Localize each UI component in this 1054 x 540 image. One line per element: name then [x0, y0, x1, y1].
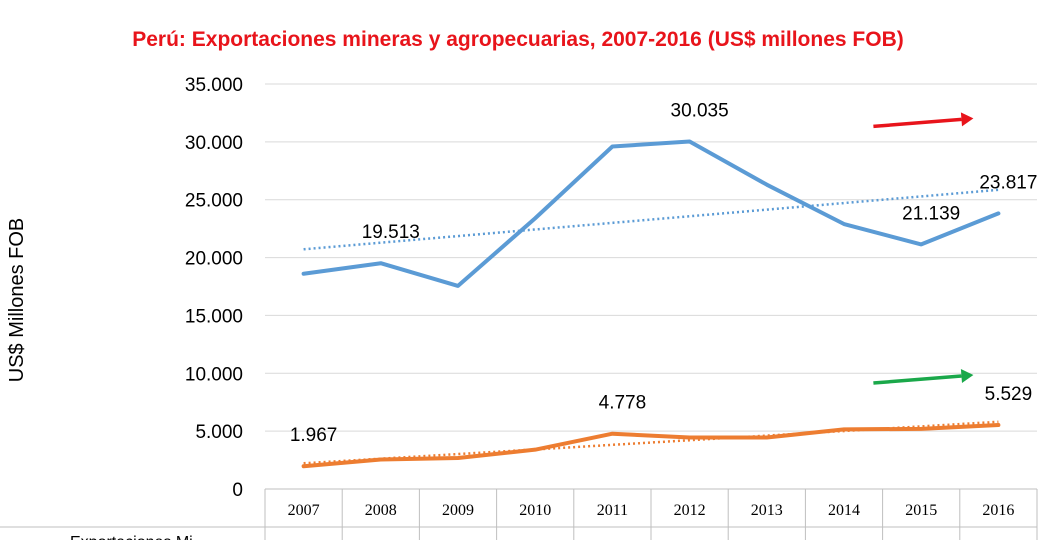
series-lines	[301, 139, 1001, 469]
data-label: 30.035	[671, 100, 729, 121]
data-point	[688, 139, 692, 143]
data-table: 2007 2008 2009 2010 2011 2012 2013 2014 2015 2016…	[0, 488, 1038, 540]
data-point	[456, 284, 460, 288]
x-tick-label: 2008	[365, 502, 397, 519]
y-tick-label: 30.000	[185, 133, 243, 154]
data-point	[379, 457, 383, 461]
table-row-label: Exportaciones Mi	[70, 534, 193, 540]
trend-arrow-shaft	[873, 117, 962, 129]
data-point	[610, 432, 614, 436]
y-tick-label: 25.000	[185, 191, 243, 212]
x-tick-label: 2012	[674, 502, 706, 519]
trend-arrow-head	[960, 369, 974, 383]
data-label: 5.529	[985, 384, 1033, 405]
data-label: 1.967	[290, 425, 338, 446]
data-point	[842, 222, 846, 226]
data-point	[765, 183, 769, 187]
x-tick-label: 2013	[751, 502, 783, 519]
data-label: 4.778	[599, 393, 647, 414]
data-point	[456, 456, 460, 460]
gridlines	[265, 83, 1037, 432]
data-point	[688, 436, 692, 440]
trend-arrow-head	[960, 112, 974, 127]
data-point	[765, 436, 769, 440]
data-label: 21.139	[902, 203, 960, 224]
trendline-0	[303, 188, 999, 251]
y-tick-label: 35.000	[185, 75, 243, 96]
data-point	[919, 242, 923, 246]
data-point	[996, 211, 1000, 215]
data-point	[302, 464, 306, 468]
x-tick-label: 2007	[288, 502, 320, 519]
trend-arrow-shaft	[873, 374, 962, 385]
series-line-0	[301, 139, 1001, 288]
x-tick-label: 2009	[442, 502, 474, 519]
y-tick-label: 5.000	[195, 422, 243, 443]
y-tick-label: 15.000	[185, 306, 243, 327]
x-tick-label: 2010	[519, 502, 551, 519]
data-point	[533, 448, 537, 452]
data-point	[842, 427, 846, 431]
data-point	[919, 427, 923, 431]
x-tick-label: 2014	[828, 502, 860, 519]
x-tick-label: 2011	[597, 502, 628, 519]
data-point	[379, 261, 383, 265]
x-tick-label: 2015	[905, 502, 937, 519]
data-point	[533, 216, 537, 220]
data-point	[302, 272, 306, 276]
x-tick-label: 2016	[982, 502, 1014, 519]
y-axis-label: US$ Millones FOB	[6, 218, 28, 383]
y-axis: 0 5.000 10.000 15.000 20.000 25.000 30.000 35.0…	[185, 75, 243, 501]
chart-title: Perú: Exportaciones mineras y agropecuar…	[132, 28, 903, 51]
data-label: 23.817	[979, 172, 1037, 193]
data-label: 19.513	[362, 222, 420, 243]
trend-arrows	[873, 112, 974, 385]
y-tick-label: 10.000	[185, 364, 243, 385]
y-tick-label: 0	[232, 480, 243, 501]
data-point	[610, 144, 614, 148]
data-point	[996, 423, 1000, 427]
y-tick-label: 20.000	[185, 249, 243, 270]
series-line-1	[301, 423, 1001, 469]
data-labels: 19.513 30.035 21.139 23.817 1.967 4.778 5.529	[290, 100, 1038, 446]
